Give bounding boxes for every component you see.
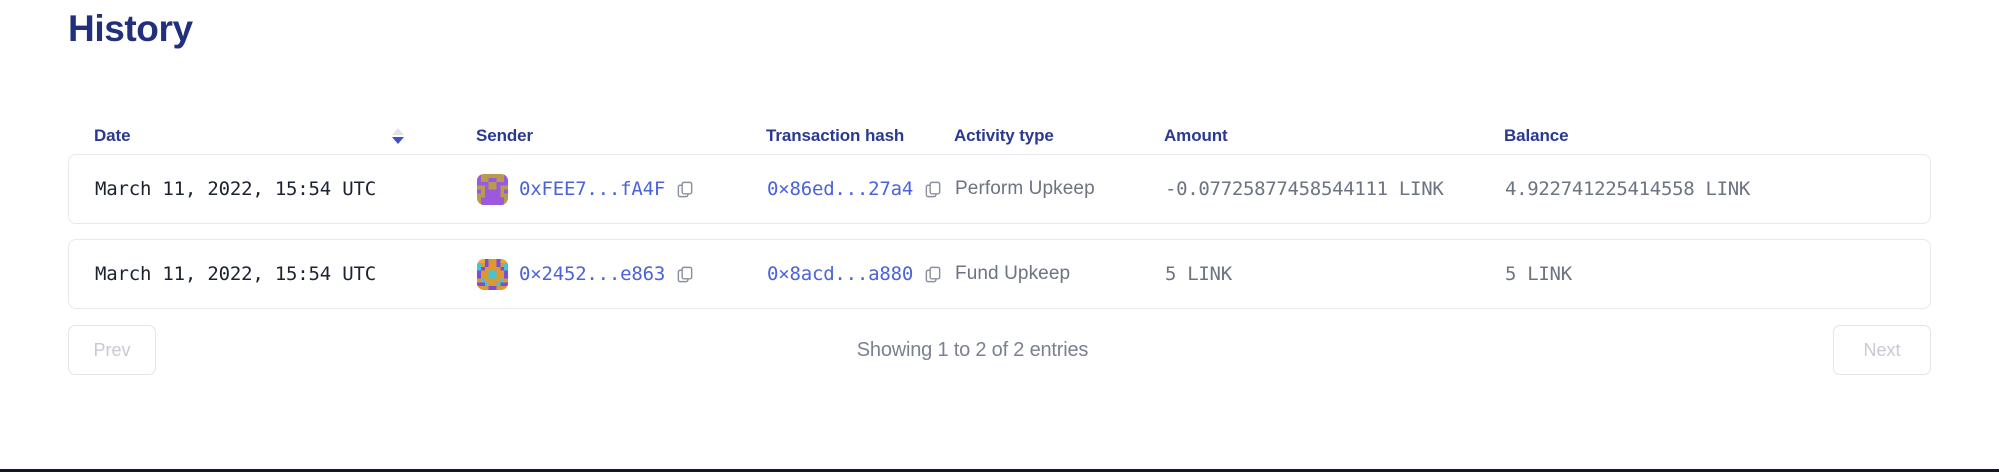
sender-address-link[interactable]: 0xFEE7...fA4F [519, 178, 666, 200]
cell-amount: 5 LINK [1165, 263, 1232, 285]
pagination-showing-text: Showing 1 to 2 of 2 entries [856, 338, 1089, 361]
column-header-transaction-hash[interactable]: Transaction hash [766, 126, 954, 146]
transaction-hash-link[interactable]: 0×86ed...27a4 [767, 178, 914, 200]
transaction-hash-link[interactable]: 0×8acd...a880 [767, 263, 914, 285]
column-header-activity-type[interactable]: Activity type [954, 126, 1164, 146]
cell-transaction-hash: 0×86ed...27a4 [767, 178, 955, 200]
sender-identicon-avatar [477, 173, 508, 205]
pagination-bar: Prev Showing 1 to 2 of 2 entries Next [68, 324, 1931, 376]
column-header-sender-label: Sender [476, 126, 534, 145]
column-header-transaction-hash-label: Transaction hash [766, 126, 905, 145]
sort-arrows-icon[interactable] [392, 128, 405, 144]
history-table: Date Sender Transaction hash Activity ty… [68, 118, 1931, 376]
column-header-amount[interactable]: Amount [1164, 126, 1504, 146]
cell-transaction-hash: 0×8acd...a880 [767, 263, 955, 285]
prev-page-button[interactable]: Prev [68, 325, 156, 375]
cell-balance: 4.922741225414558 LINK [1505, 178, 1751, 200]
sender-address-link[interactable]: 0×2452...e863 [519, 263, 666, 285]
cell-date: March 11, 2022, 15:54 UTC [95, 178, 376, 200]
column-header-date[interactable]: Date [94, 126, 476, 146]
copy-icon[interactable] [924, 265, 943, 284]
cell-sender: 0xFEE7...fA4F [477, 173, 767, 205]
cell-balance: 5 LINK [1505, 263, 1572, 285]
column-header-date-label: Date [94, 126, 131, 145]
column-header-amount-label: Amount [1164, 126, 1228, 145]
table-header-row: Date Sender Transaction hash Activity ty… [68, 118, 1931, 154]
column-header-sender[interactable]: Sender [476, 126, 766, 146]
column-header-balance-label: Balance [1504, 126, 1569, 145]
column-header-activity-type-label: Activity type [954, 126, 1054, 145]
next-page-button[interactable]: Next [1832, 325, 1931, 375]
sort-descending-icon [392, 137, 405, 144]
cell-date: March 11, 2022, 15:54 UTC [95, 263, 376, 285]
cell-amount: -0.07725877458544111 LINK [1165, 178, 1444, 200]
copy-icon[interactable] [676, 265, 695, 284]
cell-activity-type: Perform Upkeep [955, 178, 1095, 199]
sender-identicon-avatar [477, 258, 508, 290]
table-row[interactable]: March 11, 2022, 15:54 UTC [68, 239, 1931, 309]
copy-icon[interactable] [676, 180, 695, 199]
column-header-balance[interactable]: Balance [1504, 126, 1905, 146]
cell-activity-type: Fund Upkeep [955, 263, 1071, 284]
page-title: History [68, 8, 193, 49]
cell-sender: 0×2452...e863 [477, 258, 767, 290]
sort-ascending-icon [392, 128, 405, 135]
table-row[interactable]: March 11, 2022, 15:54 UTC [68, 154, 1931, 224]
copy-icon[interactable] [924, 180, 943, 199]
